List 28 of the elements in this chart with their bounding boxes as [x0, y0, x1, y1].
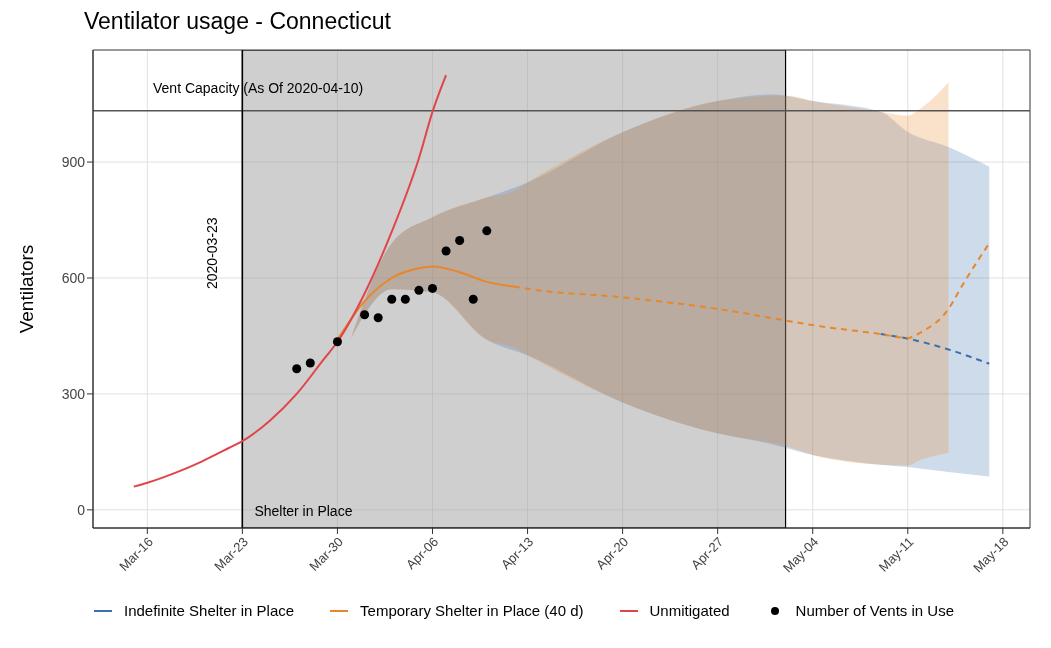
- band-label: Shelter in Place: [254, 503, 353, 519]
- y-tick-label: 0: [77, 501, 86, 518]
- line-series: [879, 333, 991, 365]
- point: [292, 364, 302, 374]
- legend-label: Unmitigated: [649, 602, 730, 619]
- legend-label: Temporary Shelter in Place (40 d): [360, 602, 584, 619]
- point: [387, 294, 397, 304]
- ref-line-label: Vent Capacity (As Of 2020-04-10): [153, 79, 364, 96]
- legend-label: Number of Vents in Use: [795, 602, 954, 619]
- point: [427, 283, 438, 293]
- y-tick-label: 900: [61, 154, 86, 171]
- point: [455, 236, 465, 246]
- point: [468, 294, 478, 304]
- line-series: [132, 74, 448, 488]
- y-axis-title: Ventilators: [15, 244, 37, 334]
- point: [482, 226, 492, 236]
- point: [360, 310, 370, 320]
- point: [305, 358, 315, 368]
- y-tick-label: 600: [61, 269, 86, 286]
- point: [414, 285, 424, 295]
- point: [332, 337, 342, 347]
- point: [400, 294, 410, 304]
- y-tick-label: 300: [61, 385, 86, 402]
- point: [373, 313, 383, 323]
- chart-title: Ventilator usage - Connecticut: [84, 8, 392, 36]
- legend-label: Indefinite Shelter in Place: [123, 602, 295, 619]
- ref-line-label: 2020-03-23: [204, 217, 221, 289]
- point: [441, 246, 451, 256]
